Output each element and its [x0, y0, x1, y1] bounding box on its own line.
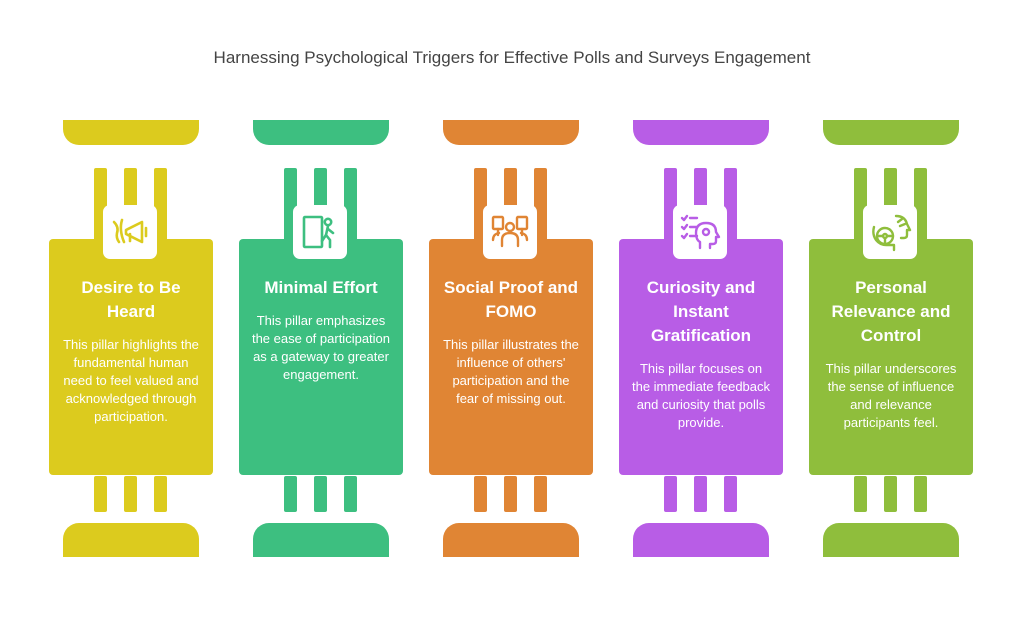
pillar-heading: Desire to Be Heard	[81, 278, 181, 321]
pillar-rod	[694, 476, 707, 512]
pillar-body	[239, 239, 403, 475]
megaphone-icon	[103, 205, 157, 259]
pillar-rod	[724, 476, 737, 512]
pillar-top-cap	[63, 120, 199, 145]
pillar-bottom-cap	[253, 523, 389, 557]
group-icon	[483, 205, 537, 259]
pillar-heading: Social Proof and FOMO	[443, 278, 579, 321]
checklist-head-icon-graphic	[680, 214, 721, 250]
pillar-rod	[154, 168, 167, 243]
pillar-bottom-cap	[443, 523, 579, 557]
pillar-rod	[124, 476, 137, 512]
pillar-rod	[854, 476, 867, 512]
pillar-heading: Minimal Effort	[264, 278, 378, 297]
pillar-desire-to-be-heard: Desire to Be Heard This pillar highlight…	[49, 120, 213, 560]
pillar-rod	[94, 476, 107, 512]
steering-wheel-icon-graphic	[872, 214, 912, 252]
pillar-heading: Curiosity and Instant Gratification	[646, 278, 756, 345]
pillar-body	[619, 239, 783, 475]
pillar-personal-relevance: Personal Relevance and Control This pill…	[809, 120, 973, 560]
pillar-rod	[914, 476, 927, 512]
pillar-description: This pillar focuses on the immediate fee…	[631, 361, 771, 430]
pillar-rod	[914, 168, 927, 243]
pillar-body	[809, 239, 973, 475]
steering-wheel-icon	[863, 205, 917, 259]
pillar-curiosity-gratification: Curiosity and Instant Gratification This…	[619, 120, 783, 560]
pillar-social-proof-fomo: Social Proof and FOMO This pillar illust…	[429, 120, 593, 560]
pillar-bottom-cap	[63, 523, 199, 557]
pillar-rod	[344, 168, 357, 243]
pillar-rod	[534, 168, 547, 243]
pillar-rod	[344, 476, 357, 512]
pillar-minimal-effort: Minimal Effort This pillar emphasizes th…	[239, 120, 403, 560]
pillar-rod	[664, 476, 677, 512]
pillar-rod	[474, 476, 487, 512]
checklist-head-icon	[673, 205, 727, 259]
group-icon-graphic	[491, 215, 529, 248]
pillar-bottom-cap	[823, 523, 959, 557]
pillar-top-cap	[253, 120, 389, 145]
door-exit-icon	[293, 205, 347, 259]
pillar-rod	[724, 168, 737, 243]
megaphone-icon-graphic	[112, 218, 148, 244]
pillar-top-cap	[823, 120, 959, 145]
pillar-top-cap	[633, 120, 769, 145]
pillar-rod	[504, 476, 517, 512]
pillar-rod	[154, 476, 167, 512]
pillar-description: This pillar emphasizes the ease of parti…	[251, 313, 391, 382]
pillar-rod	[884, 476, 897, 512]
pillar-bottom-cap	[633, 523, 769, 557]
pillar-rod	[534, 476, 547, 512]
pillar-heading: Personal Relevance and Control	[831, 278, 951, 345]
pillar-rod	[314, 476, 327, 512]
pillar-description: This pillar highlights the fundamental h…	[63, 337, 199, 424]
pillar-description: This pillar underscores the sense of inf…	[825, 361, 957, 430]
diagram-title: Harnessing Psychological Triggers for Ef…	[213, 48, 811, 67]
door-exit-icon-graphic	[302, 215, 335, 249]
pillar-body	[429, 239, 593, 475]
pillar-body	[49, 239, 213, 475]
pillar-rod	[284, 476, 297, 512]
pillar-description: This pillar illustrates the influence of…	[443, 337, 579, 406]
pillar-top-cap	[443, 120, 579, 145]
